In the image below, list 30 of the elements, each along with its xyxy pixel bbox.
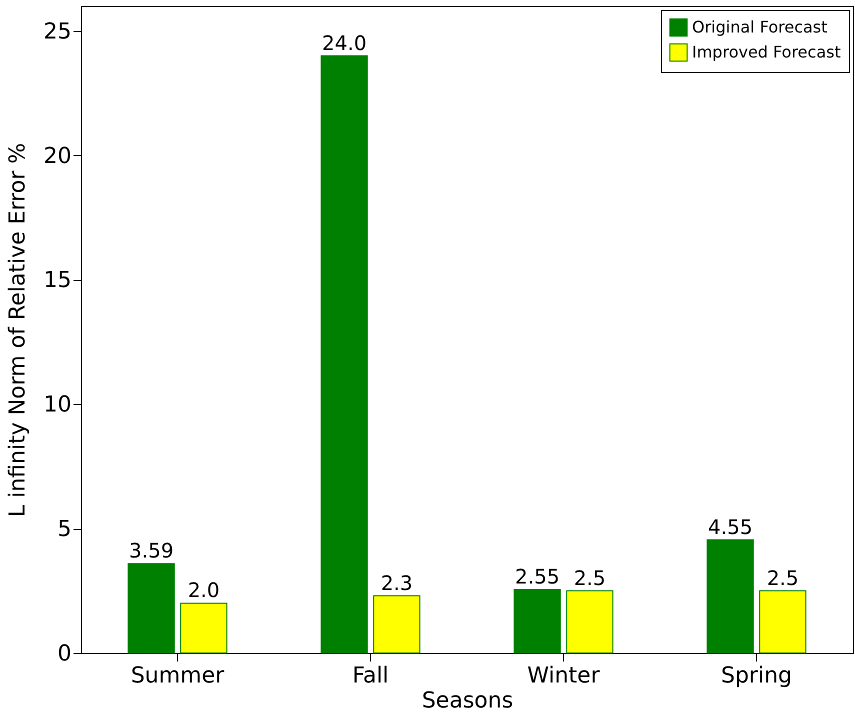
bar — [320, 55, 368, 654]
x-tick-label: Summer — [130, 664, 226, 688]
legend-label: Original Forecast — [692, 18, 828, 36]
data-label: 2.5 — [766, 566, 799, 590]
bar — [373, 595, 420, 654]
bar — [514, 589, 561, 654]
data-label: 24.0 — [322, 30, 367, 55]
data-label: 3.59 — [129, 538, 174, 563]
data-label: 2.0 — [188, 578, 220, 602]
data-label: 2.3 — [380, 570, 413, 595]
bar — [759, 590, 806, 654]
x-tick-label: Spring — [721, 664, 792, 688]
legend-label: Improved Forecast — [692, 42, 841, 62]
y-tick-label: 25 — [44, 19, 72, 44]
x-tick-label: Winter — [527, 664, 601, 688]
y-tick-label: 5 — [58, 517, 72, 542]
bar — [128, 563, 175, 654]
y-axis-title: L infinity Norm of Relative Error % — [6, 142, 31, 518]
bar — [566, 590, 614, 654]
data-label: 2.5 — [574, 566, 606, 590]
data-label: 4.55 — [708, 514, 753, 539]
y-tick-label: 10 — [44, 392, 72, 418]
y-tick-label: 15 — [44, 268, 72, 294]
x-tick-label: Fall — [352, 664, 389, 688]
bar — [706, 539, 754, 654]
x-axis-title: Seasons — [422, 688, 514, 714]
bar — [180, 602, 228, 654]
data-label: 2.55 — [515, 564, 560, 589]
y-tick-label: 0 — [58, 642, 72, 666]
y-tick-label: 20 — [44, 144, 72, 169]
